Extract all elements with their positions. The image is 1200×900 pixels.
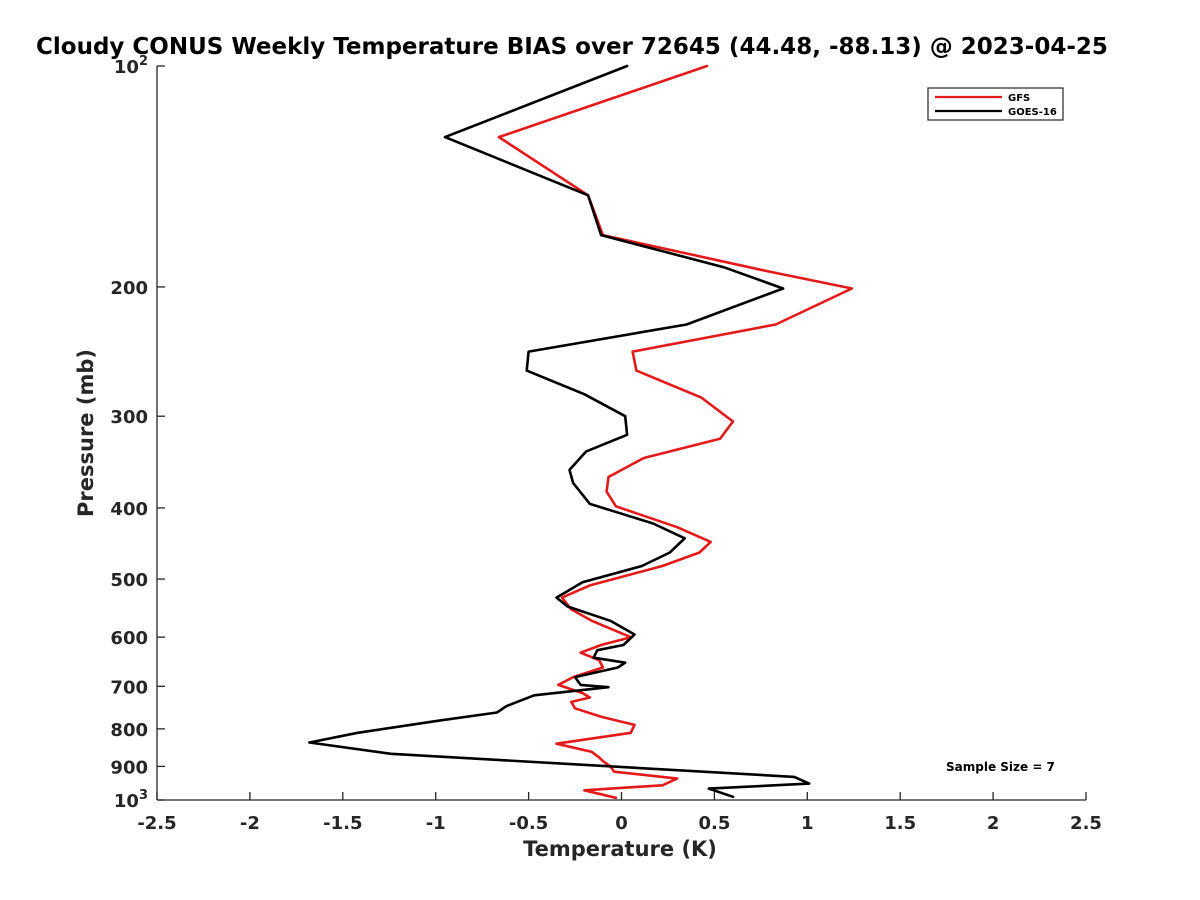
- x-tick-label: 1.5: [884, 813, 916, 834]
- x-tick-label: -2.5: [137, 813, 176, 834]
- x-tick-label: 1: [801, 813, 814, 834]
- plot-area: -2.5 -2 -1.5 -1 -0.5 0 0.5 1 1.5 2 2.5 102 200 300 40…: [110, 54, 1102, 834]
- x-tick-label: 2.5: [1070, 813, 1102, 834]
- x-tick-label: -1: [426, 813, 446, 834]
- series-line-gfs: [497, 64, 854, 800]
- y-tick-label: 700: [110, 677, 148, 698]
- x-tick-label: -1.5: [323, 813, 362, 834]
- chart-title: Cloudy CONUS Weekly Temperature BIAS ove…: [36, 34, 1108, 60]
- sample-size-annotation: Sample Size = 7: [946, 760, 1055, 774]
- series-line-goes16: [308, 64, 811, 799]
- y-axis-label: Pressure (mb): [74, 349, 98, 517]
- series-layer: [308, 64, 854, 800]
- legend-box: [927, 87, 1064, 121]
- x-tick-label: -2: [240, 813, 260, 834]
- legend: GFS GOES-16: [927, 87, 1064, 121]
- x-tick-label: 0: [615, 813, 628, 834]
- y-tick-label: 200: [110, 278, 148, 299]
- y-tick-label: 102: [114, 54, 148, 78]
- y-tick-label: 600: [110, 628, 148, 649]
- x-axis-label: Temperature (K): [523, 837, 717, 861]
- legend-label-gfs: GFS: [1008, 93, 1030, 104]
- y-tick-label: 500: [110, 570, 148, 591]
- y-tick-label: 300: [110, 407, 148, 428]
- x-tick-label: 2: [987, 813, 1000, 834]
- y-tick-label: 103: [114, 788, 148, 812]
- x-axis-ticks: -2.5 -2 -1.5 -1 -0.5 0 0.5 1 1.5 2 2.5: [137, 792, 1102, 834]
- x-tick-label: -0.5: [509, 813, 548, 834]
- y-tick-label: 400: [110, 499, 148, 520]
- y-tick-label: 900: [110, 757, 148, 778]
- legend-label-goes16: GOES-16: [1008, 107, 1057, 118]
- y-axis-ticks: 102 200 300 400 500 600 700 800 900 103: [110, 54, 165, 812]
- y-tick-label: 800: [110, 720, 148, 741]
- x-tick-label: 0.5: [698, 813, 730, 834]
